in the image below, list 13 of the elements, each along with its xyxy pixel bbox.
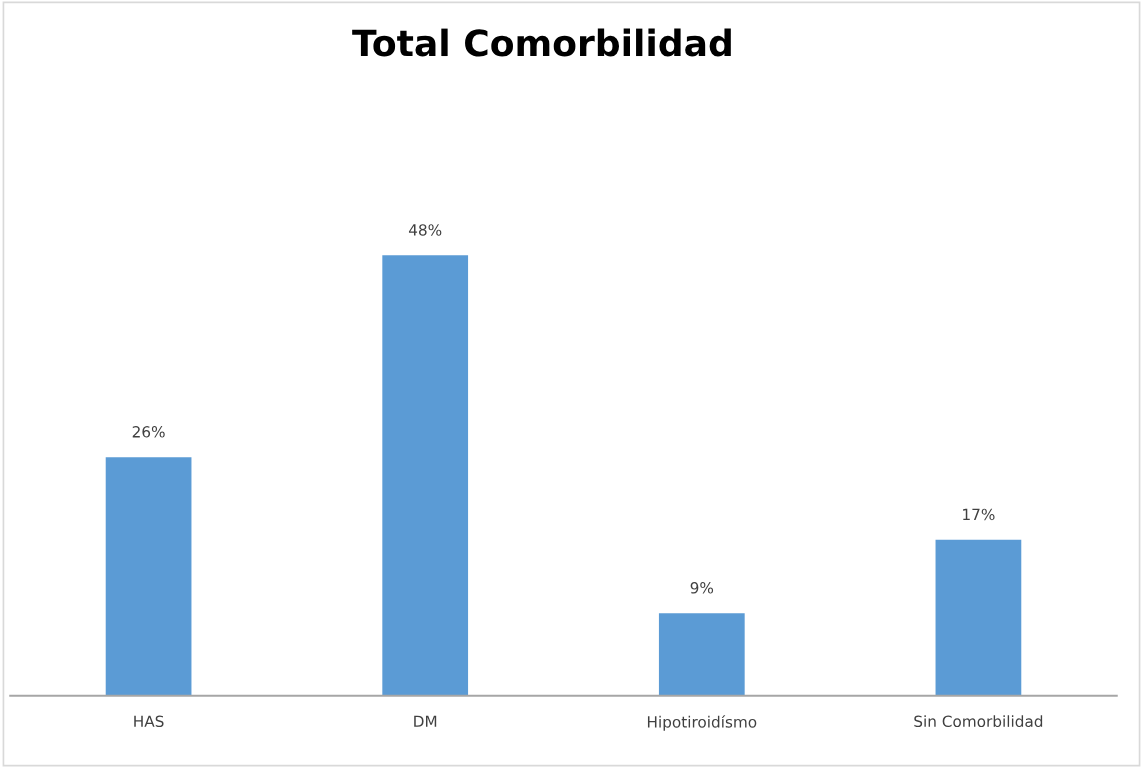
x-tick-label: Hipotiroidísmo: [647, 715, 757, 731]
bar: [105, 457, 192, 696]
chart-title: Total Comorbilidad: [352, 28, 731, 57]
bar: [658, 613, 745, 696]
data-label: 9%: [690, 582, 714, 594]
x-tick-label: HAS: [134, 715, 164, 728]
bar: [382, 255, 469, 696]
data-label: 48%: [408, 224, 442, 236]
data-label: 26%: [132, 426, 165, 438]
data-label: 17%: [963, 508, 995, 521]
x-tick-label: Sin Comorbilidad: [914, 715, 1043, 728]
bar: [935, 539, 1022, 696]
x-tick-label: DM: [414, 715, 437, 727]
